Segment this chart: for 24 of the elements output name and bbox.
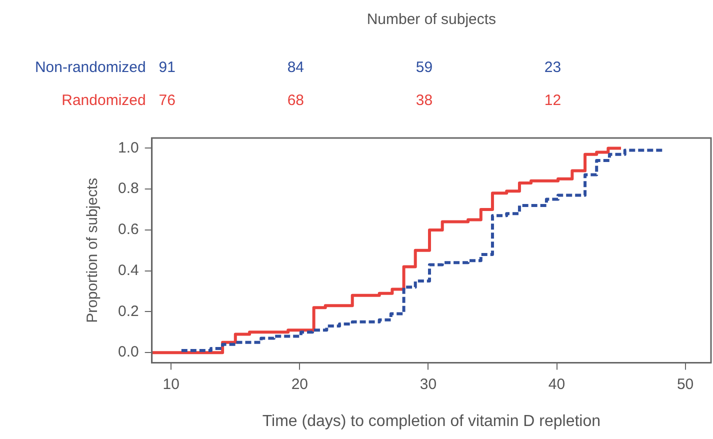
text: 23 (544, 59, 562, 76)
y-tick-label: 0.0 (118, 344, 139, 361)
x-axis-title: Time (days) to completion of vitamin D repletion (262, 412, 601, 430)
text: Number of subjects (366, 11, 496, 28)
x-tick-label: 30 (420, 376, 437, 393)
x-tick-label: 40 (548, 376, 566, 393)
text: 91 (158, 59, 176, 76)
x-tick-label: 20 (291, 376, 308, 393)
y-tick-label: 0.6 (118, 221, 139, 238)
y-tick-label: 0.2 (118, 302, 139, 320)
text: 12 (544, 92, 562, 110)
text: 76 (158, 92, 176, 110)
text: 38 (416, 92, 433, 110)
x-tick-label: 10 (162, 376, 180, 393)
text: Non-randomized (34, 59, 146, 76)
text: 59 (416, 59, 433, 76)
x-tick-label: 50 (676, 376, 694, 393)
text: 84 (287, 59, 304, 76)
y-tick-label: 0.4 (118, 262, 139, 279)
text: Randomized (62, 92, 146, 110)
y-tick-label: 1.0 (118, 139, 139, 156)
y-axis-title: Proportion of subjects (84, 178, 102, 323)
y-tick-label: 0.8 (118, 180, 139, 198)
text: 68 (287, 92, 304, 110)
